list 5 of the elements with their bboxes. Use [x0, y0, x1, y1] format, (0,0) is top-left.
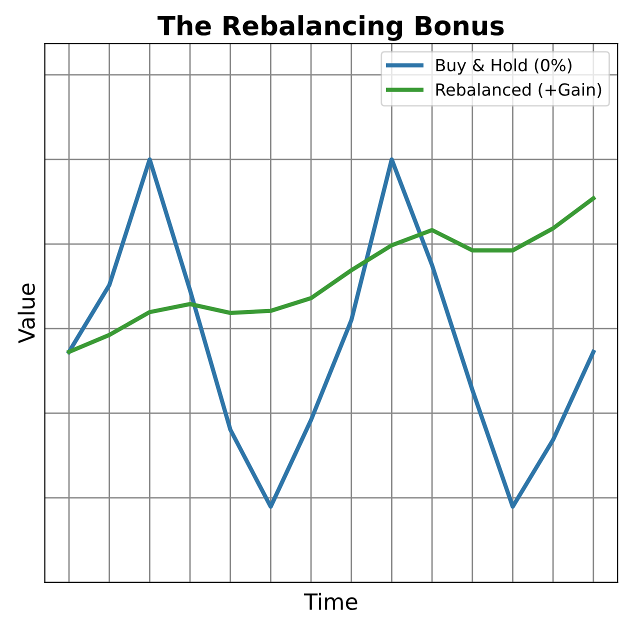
x-axis-title: Time: [304, 592, 358, 610]
legend-label: Rebalanced (+Gain): [436, 82, 602, 98]
legend-label: Buy & Hold (0%): [436, 58, 572, 75]
y-axis-title: Value: [18, 284, 35, 344]
chart-title: The Rebalancing Bonus: [158, 15, 504, 41]
